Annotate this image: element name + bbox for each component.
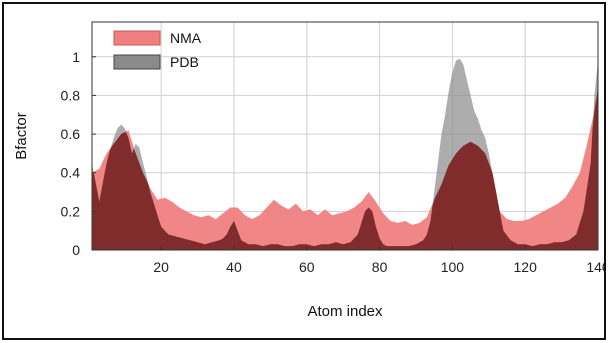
x-tick-label: 60 [299, 259, 315, 275]
y-tick-label: 0.4 [61, 165, 81, 181]
y-tick-label: 0.6 [61, 126, 81, 142]
y-tick-label: 0 [72, 242, 80, 258]
x-tick-label: 140 [586, 259, 604, 275]
y-tick-label: 0.2 [61, 203, 81, 219]
x-tick-label: 120 [514, 259, 538, 275]
tick-layer: 20 40 60 80 100 120 140 0 0.2 0.4 0.6 0.8 1 [61, 49, 604, 275]
legend-label-pdb: PDB [170, 54, 199, 70]
x-axis-label: Atom index [307, 303, 383, 320]
series-area-nma [92, 87, 598, 250]
legend: NMA PDB [113, 30, 202, 70]
series-layer [92, 58, 598, 251]
x-tick-label: 40 [226, 259, 242, 275]
legend-swatch-pdb [113, 54, 161, 70]
x-tick-label: 20 [153, 259, 169, 275]
chart-svg: 20 40 60 80 100 120 140 0 0.2 0.4 0.6 0.8 1 NMA PDB A… [13, 21, 604, 320]
legend-label-nma: NMA [170, 30, 202, 46]
y-tick-label: 1 [72, 49, 80, 65]
x-tick-label: 80 [372, 259, 388, 275]
legend-swatch-nma [113, 30, 161, 46]
series-overlap-area [92, 87, 598, 250]
x-tick-label: 100 [441, 259, 465, 275]
y-tick-label: 0.8 [61, 87, 81, 103]
plot-area-frame [91, 21, 599, 251]
y-axis-label: Bfactor [13, 112, 30, 160]
chart-panel: 20 40 60 80 100 120 140 0 0.2 0.4 0.6 0.8 1 NMA PDB A… [2, 2, 606, 340]
